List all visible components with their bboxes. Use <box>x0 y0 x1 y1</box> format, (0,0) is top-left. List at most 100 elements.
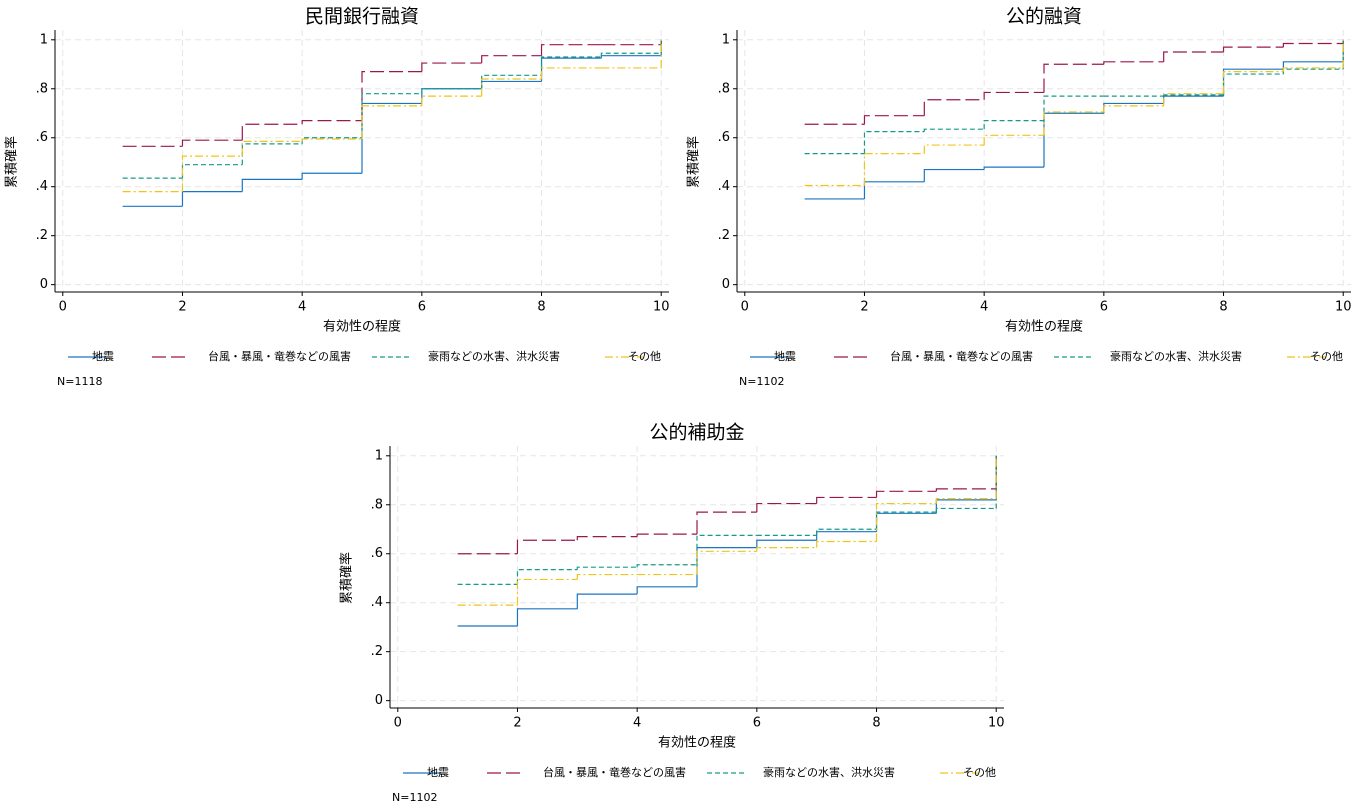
y-tick-label: 0 <box>375 693 383 708</box>
step-segment <box>181 139 243 147</box>
x-tick-label: 2 <box>860 300 868 315</box>
y-tick-label: 1 <box>375 448 383 463</box>
step-segment <box>863 153 925 186</box>
y-tick-label: .4 <box>36 179 48 194</box>
note: N=1118 <box>57 375 102 388</box>
step-segment <box>1282 68 1344 75</box>
step-segment <box>361 71 422 121</box>
chart-title: 公的補助金 <box>649 422 744 444</box>
step-segment <box>863 131 925 154</box>
step-segment <box>636 564 697 568</box>
x-tick-label: 4 <box>298 300 306 315</box>
x-tick-label: 2 <box>513 716 521 731</box>
step-segment <box>923 128 985 132</box>
y-axis-label: 累積確率 <box>4 136 20 188</box>
step-segment <box>481 74 542 89</box>
step-segment <box>983 119 1044 130</box>
step-segment <box>301 137 362 144</box>
step-segment <box>756 502 817 513</box>
legend-label: 地震 <box>774 350 796 363</box>
step-segment <box>875 490 937 498</box>
step-segment <box>361 93 422 138</box>
legend-label: 豪雨などの水害、洪水災害 <box>428 349 560 363</box>
step-segment <box>301 119 362 125</box>
x-axis-label: 有効性の程度 <box>1005 319 1083 335</box>
step-segment <box>935 488 997 492</box>
legend-label: 豪雨などの水害、洪水災害 <box>1110 349 1242 363</box>
x-tick-label: 6 <box>418 300 426 315</box>
y-tick-label: 1 <box>722 32 730 47</box>
x-tick-label: 0 <box>741 300 749 315</box>
step-segment <box>576 535 638 541</box>
step-segment <box>1043 111 1104 136</box>
legend-label: 豪雨などの水害、洪水災害 <box>763 765 895 779</box>
step-segment <box>516 539 578 554</box>
legend-label: 台風・暴風・竜巻などの風害 <box>890 349 1033 363</box>
step-segment <box>600 52 662 57</box>
step-segment <box>1222 68 1284 97</box>
step-segment <box>923 168 985 182</box>
step-segment <box>1282 42 1344 48</box>
y-tick-label: .2 <box>371 644 383 659</box>
step-segment <box>816 531 877 541</box>
step-segment <box>1163 95 1224 104</box>
x-tick-label: 0 <box>59 300 67 315</box>
step-segment <box>540 57 602 82</box>
y-tick-label: .6 <box>718 130 730 145</box>
step-segment <box>696 511 757 535</box>
step-segment <box>816 540 877 548</box>
x-tick-label: 10 <box>1335 300 1352 315</box>
step-segment <box>696 534 757 565</box>
legend-label: その他 <box>963 766 996 779</box>
step-segment <box>863 181 925 199</box>
step-segment <box>1043 95 1104 121</box>
legend-label: その他 <box>1310 350 1343 363</box>
x-tick-label: 6 <box>753 716 761 731</box>
step-segment <box>516 578 578 606</box>
step-segment <box>756 547 817 552</box>
legend-label: 地震 <box>427 766 449 779</box>
y-axis-label: 累積確率 <box>339 552 355 604</box>
step-segment <box>1103 102 1164 114</box>
step-segment <box>481 80 542 89</box>
x-tick-label: 4 <box>980 300 988 315</box>
note: N=1102 <box>739 375 784 388</box>
step-segment <box>301 138 362 142</box>
step-segment <box>863 115 925 125</box>
step-segment <box>696 550 757 575</box>
step-segment <box>983 91 1044 100</box>
step-segment <box>361 102 422 174</box>
y-tick-label: .6 <box>371 546 383 561</box>
step-segment <box>1043 112 1104 168</box>
step-segment <box>481 78 542 97</box>
step-segment <box>540 44 602 56</box>
step-segment <box>576 566 638 570</box>
legend-label: その他 <box>628 350 661 363</box>
step-segment <box>1222 73 1284 95</box>
step-segment <box>540 56 602 76</box>
step-segment <box>1163 51 1224 62</box>
step-segment <box>875 511 937 530</box>
y-tick-label: .8 <box>36 81 48 96</box>
step-segment <box>421 95 482 106</box>
step-segment <box>875 512 937 532</box>
step-segment <box>1103 61 1164 65</box>
step-segment <box>875 502 937 542</box>
step-segment <box>361 105 422 139</box>
note: N=1102 <box>392 791 437 804</box>
legend-label: 台風・暴風・竜巻などの風害 <box>543 765 686 779</box>
step-segment <box>241 143 303 165</box>
legend-label: 地震 <box>92 350 114 363</box>
step-segment <box>181 164 243 179</box>
step-segment <box>1163 93 1224 106</box>
step-segment <box>1103 105 1164 113</box>
y-tick-label: .6 <box>36 130 48 145</box>
x-tick-label: 8 <box>872 716 880 731</box>
x-tick-label: 10 <box>988 716 1005 731</box>
step-segment <box>241 178 303 192</box>
chart-title: 公的融資 <box>1006 6 1082 28</box>
step-segment <box>516 608 578 626</box>
step-segment <box>923 144 985 154</box>
